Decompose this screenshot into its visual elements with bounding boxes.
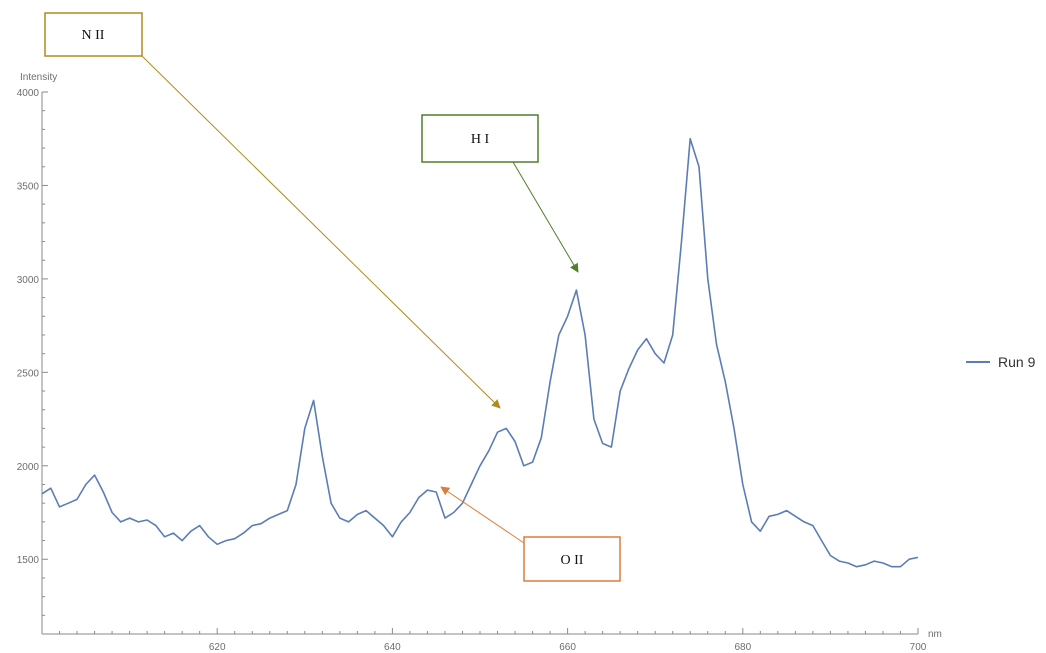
annotation-label-h-i: H I [471,132,490,147]
y-tick-label: 2500 [17,368,40,379]
y-tick-label: 2000 [17,462,40,473]
x-tick-label: 660 [559,642,576,653]
y-tick-label: 1500 [17,555,40,566]
y-tick-label: 3500 [17,181,40,192]
annotation-label-o-ii: O II [561,553,584,568]
annotation-box-n-ii [44,12,143,57]
annotation-label-n-ii: N II [82,28,105,43]
legend-label: Run 9 [998,354,1036,370]
x-tick-label: 620 [209,642,226,653]
annotation-o-ii: O II [440,486,621,582]
y-tick-label: 3000 [17,275,40,286]
annotation-arrow-h-i [512,161,579,273]
y-axis-title: Intensity [20,72,57,83]
annotation-box-o-ii [523,536,621,582]
x-tick-label: 680 [734,642,751,653]
legend: Run 9 [966,354,1036,370]
annotation-arrow-n-ii [141,55,501,409]
annotation-arrow-o-ii [440,486,525,544]
axis-ticks: 620 640 660 680 700 1500 2000 2500 3000 3500 4000 [17,88,927,653]
series-line-run-9 [41,137,919,568]
y-tick-label: 4000 [17,88,40,99]
annotation-n-ii: N II [44,12,501,409]
x-tick-label: 700 [910,642,927,653]
x-tick-label: 640 [384,642,401,653]
annotation-h-i: H I [421,114,579,273]
x-axis-title: nm [928,629,942,640]
annotation-box-h-i [421,114,539,163]
